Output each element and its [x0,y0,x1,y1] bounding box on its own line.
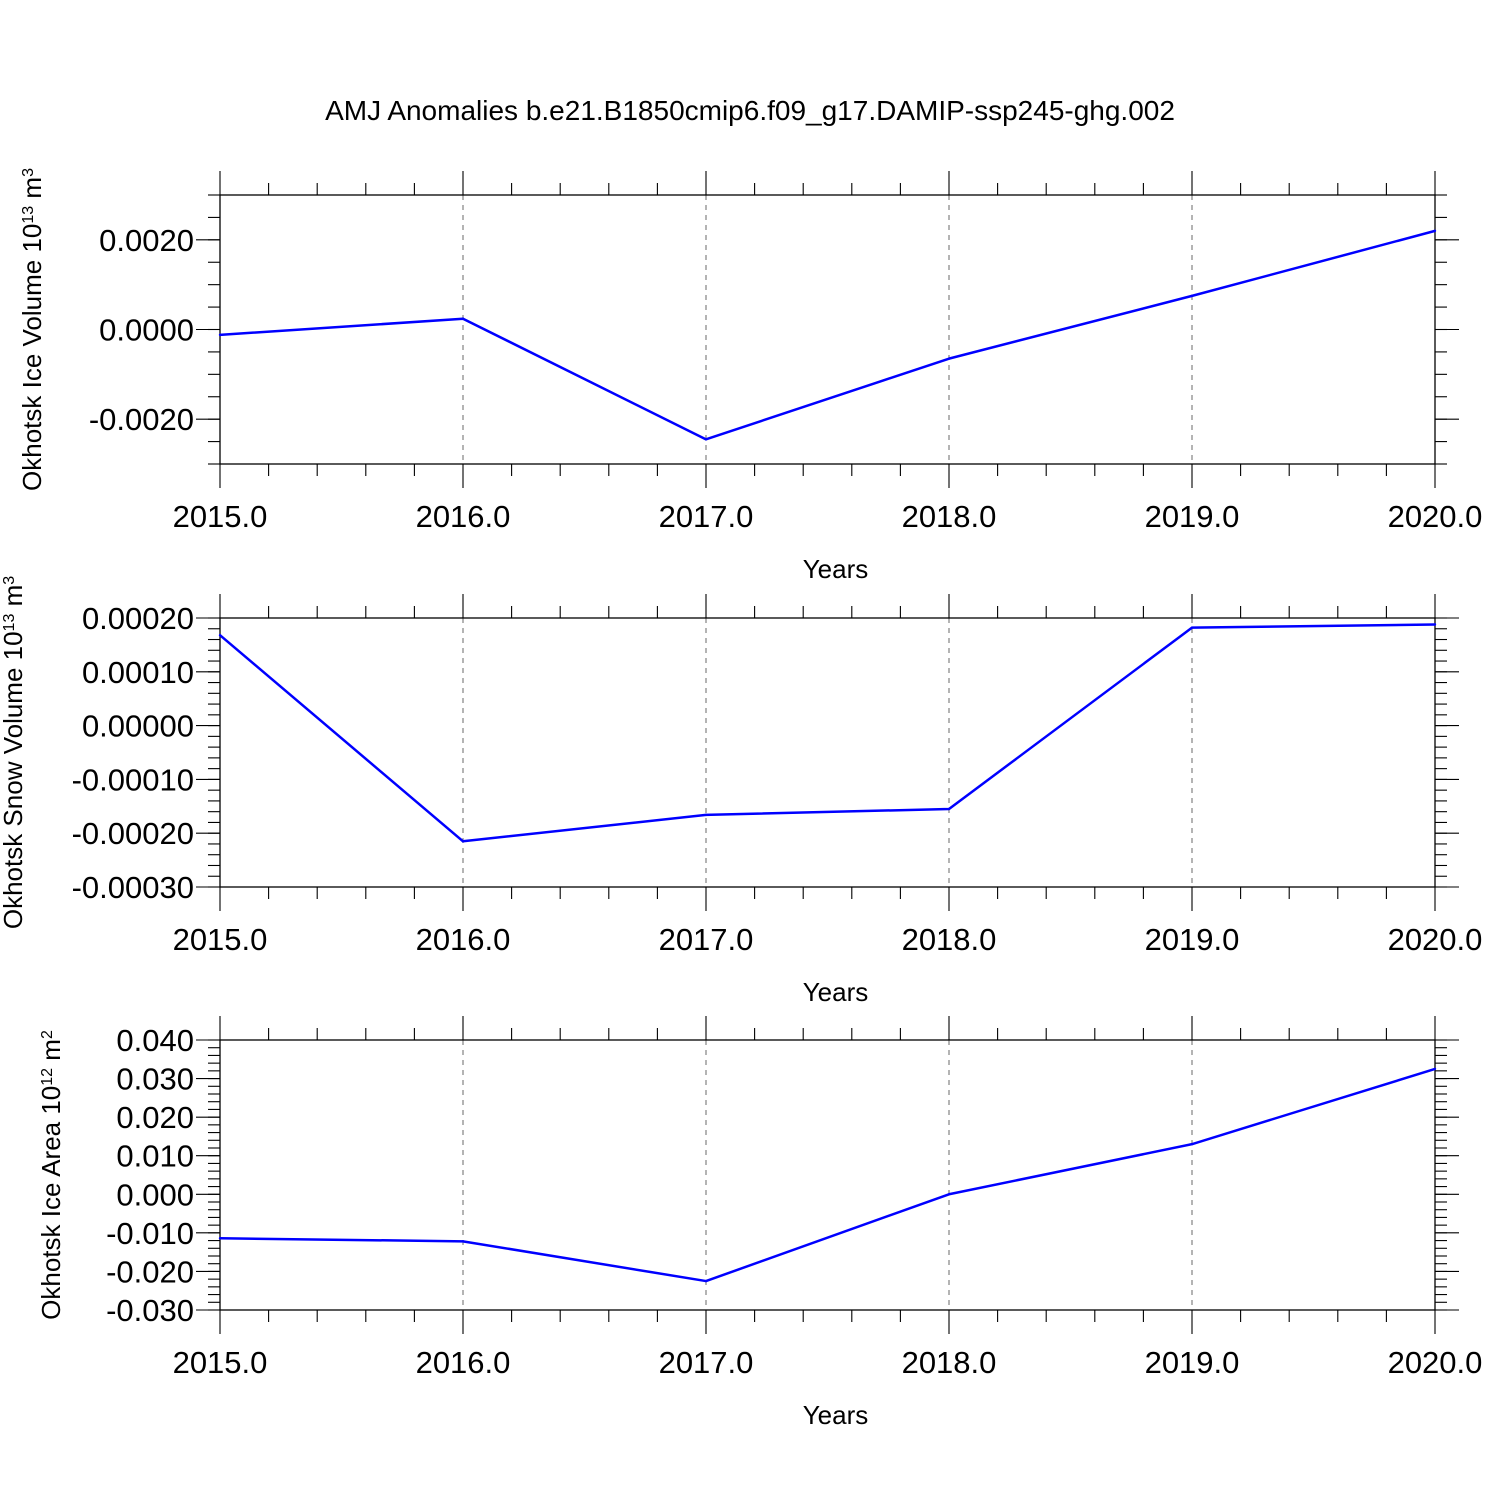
y-tick-label: 0.030 [116,1062,194,1097]
x-tick-label: 2016.0 [416,1345,511,1380]
x-tick-label: 2016.0 [416,499,511,534]
data-point [704,813,708,817]
data-point [461,317,465,320]
series-line [219,229,1436,441]
y-tick-label: 0.0000 [99,313,194,348]
y-tick-label: 0.00000 [82,709,194,744]
y-axis-label: Okhotsk Ice Volume 1013 m3 [17,168,47,491]
chart-panel-2: -0.00030 -0.00020 -0.00010 0.00000 0.00010 0.… [0,576,1482,1007]
x-tick-label: 2018.0 [902,922,997,957]
y-tick-label: -0.010 [106,1216,194,1251]
y-tick-label: 0.010 [116,1139,194,1174]
data-point [1433,623,1437,626]
plot-frame [219,1039,1436,1311]
data-point [704,1279,708,1283]
y-tick-label: -0.030 [106,1293,194,1328]
data-point [218,634,222,637]
x-axis-label: Years [803,554,869,584]
x-tick-label: 2015.0 [173,499,268,534]
y-tick-label: -0.00020 [72,816,194,851]
figure-title: AMJ Anomalies b.e21.B1850cmip6.f09_g17.D… [325,95,1175,126]
y-axis-label: Okhotsk Ice Area 1012 m2 [36,1030,66,1320]
data-point [1190,294,1194,298]
x-axis-label: Years [803,1400,869,1430]
y-tick-label: 0.020 [116,1100,194,1135]
data-point [218,333,222,337]
x-tick-label: 2019.0 [1145,499,1240,534]
x-tick-label: 2017.0 [659,922,754,957]
y-tick-label: 0.00020 [82,601,194,636]
x-tick-label: 2020.0 [1388,1345,1483,1380]
x-tick-label: 2016.0 [416,922,511,957]
y-tick-label: -0.00030 [72,870,194,905]
plot-frame [219,617,1436,888]
y-tick-label: -0.00010 [72,762,194,797]
x-tick-label: 2015.0 [173,922,268,957]
data-point [218,1237,222,1240]
data-point [461,840,465,843]
chart-panel-1: -0.0020 0.0000 0.0020 2015.0 2016.0 2017.0 201… [17,168,1482,584]
plot-frame [219,194,1436,465]
data-point [1190,1142,1194,1146]
x-tick-label: 2017.0 [659,499,754,534]
chart-panels: -0.0020 0.0000 0.0020 2015.0 2016.0 2017.0 201… [0,168,1482,1430]
x-tick-label: 2018.0 [902,1345,997,1380]
x-tick-label: 2020.0 [1388,922,1483,957]
x-tick-label: 2019.0 [1145,1345,1240,1380]
series-line [219,623,1436,843]
y-tick-label: -0.0020 [89,402,194,437]
y-tick-label: 0.000 [116,1177,194,1212]
data-point [1190,626,1194,629]
x-tick-label: 2018.0 [902,499,997,534]
data-point [461,1240,465,1243]
data-point [947,807,951,811]
x-tick-label: 2015.0 [173,1345,268,1380]
data-point [947,357,951,360]
x-axis-label: Years [803,977,869,1007]
data-point [1433,1067,1437,1071]
y-tick-label: 0.040 [116,1023,194,1058]
y-tick-label: 0.00010 [82,655,194,690]
y-tick-label: -0.020 [106,1254,194,1289]
y-tick-label: 0.0020 [99,223,194,258]
data-point [1433,229,1437,233]
x-tick-label: 2017.0 [659,1345,754,1380]
data-point [704,438,708,441]
x-tick-label: 2020.0 [1388,499,1483,534]
x-tick-label: 2019.0 [1145,922,1240,957]
y-axis-label: Okhotsk Snow Volume 1013 m3 [0,576,28,929]
data-point [947,1193,951,1196]
series-line [219,1067,1436,1283]
